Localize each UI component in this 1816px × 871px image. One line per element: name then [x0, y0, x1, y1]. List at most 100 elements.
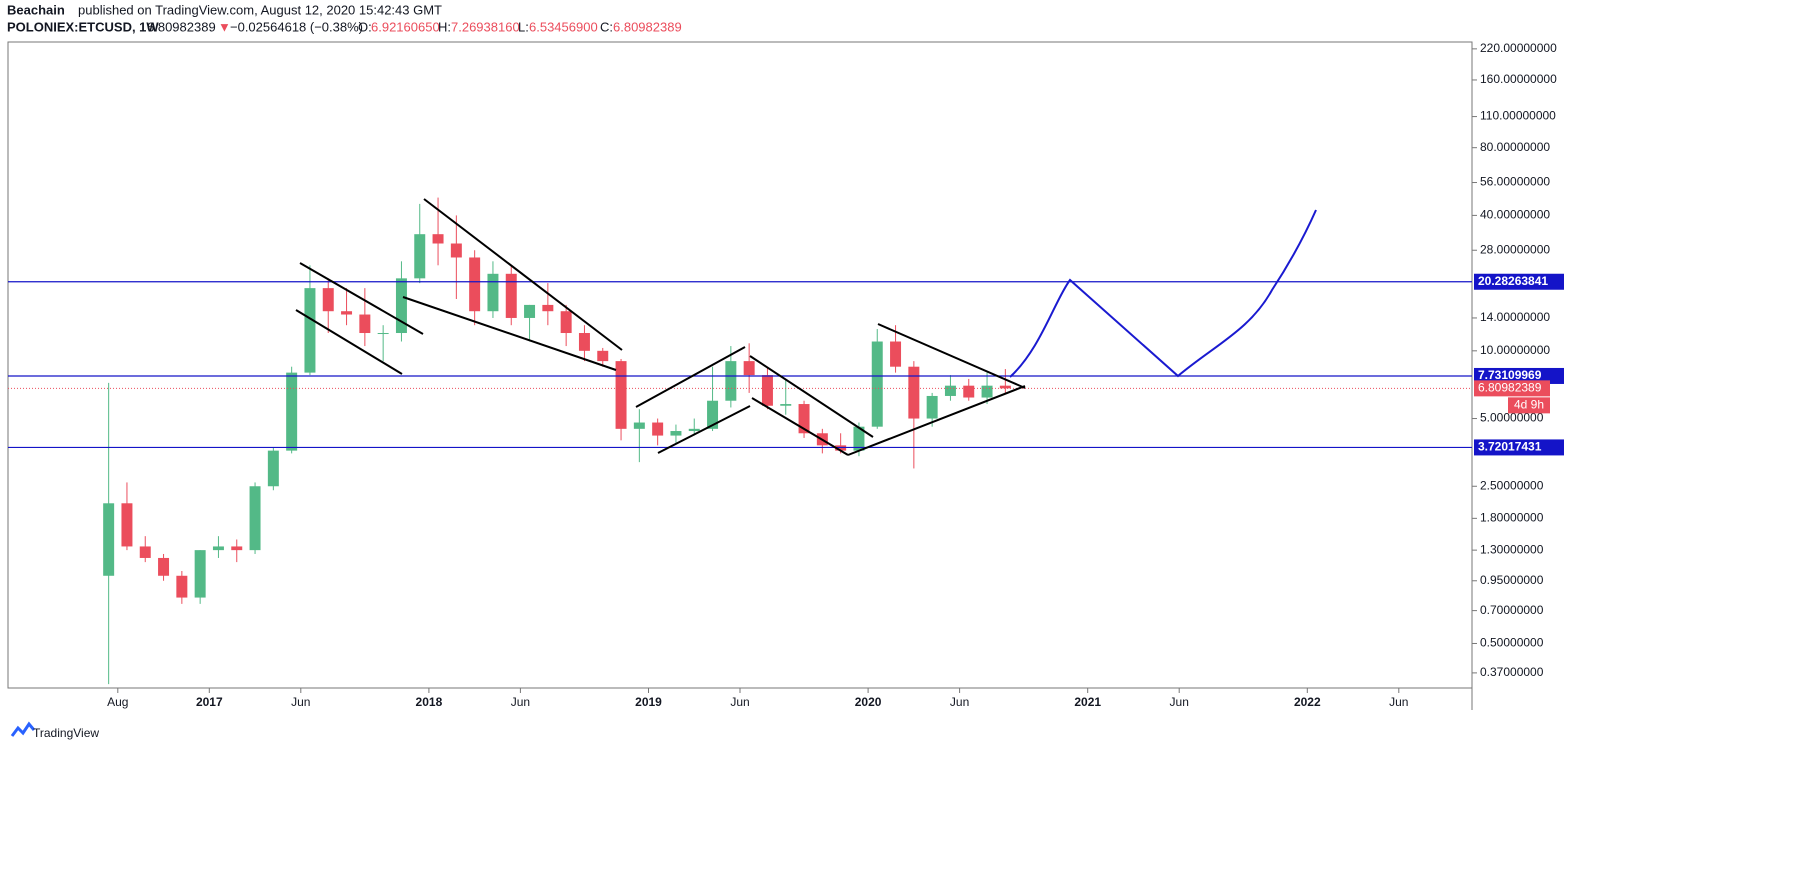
- candle-body: [212, 546, 224, 551]
- candle-body: [524, 304, 536, 318]
- candle-body: [890, 341, 902, 367]
- price-tag: [1474, 380, 1550, 397]
- trend-line: [299, 262, 424, 335]
- x-tick-label: 2018: [416, 695, 443, 709]
- candle-body: [249, 486, 261, 551]
- trend-line: [402, 296, 617, 371]
- low-label: L:: [518, 19, 529, 34]
- drawings: [295, 198, 1317, 456]
- candle-body: [231, 546, 243, 551]
- x-tick-label: 2017: [196, 695, 223, 709]
- y-tick-label: 2.50000000: [1480, 478, 1544, 492]
- y-tick-label: 0.70000000: [1480, 603, 1544, 617]
- level-tag: [1474, 367, 1564, 384]
- countdown-tag: [1508, 397, 1550, 414]
- candle-body: [981, 385, 993, 398]
- candle-body: [121, 503, 133, 547]
- trend-line: [877, 323, 1026, 389]
- candle-body: [963, 385, 975, 398]
- low: 6.53456900: [529, 19, 598, 34]
- x-tick-label: 2020: [855, 695, 882, 709]
- candle-body: [780, 404, 792, 406]
- x-tick-label: 2022: [1294, 695, 1321, 709]
- author: Beachain: [7, 2, 65, 17]
- y-tick-label: 110.00000000: [1480, 109, 1556, 123]
- candle-body: [286, 372, 298, 451]
- candle-body: [487, 273, 499, 312]
- x-tick-label: Aug: [107, 695, 128, 709]
- candle-body: [615, 361, 627, 429]
- candle-body: [158, 557, 170, 576]
- y-tick-label: 0.95000000: [1480, 573, 1544, 587]
- candle-body: [944, 385, 956, 396]
- x-tick-label: 2021: [1074, 695, 1101, 709]
- level-label: 7.73109969: [1478, 368, 1542, 382]
- y-tick-label: 80.00000000: [1480, 140, 1550, 154]
- trend-line: [423, 198, 623, 351]
- y-tick-label: 0.37000000: [1480, 665, 1544, 679]
- trend-line: [295, 309, 403, 375]
- candle-body: [194, 550, 206, 598]
- candle-body: [304, 288, 316, 373]
- change-arrow: ▼: [218, 19, 231, 34]
- candle-body: [761, 375, 773, 406]
- symbol: POLONIEX:ETCUSD, 1W: [7, 19, 159, 34]
- candle-body: [652, 422, 664, 436]
- candle-body: [432, 234, 444, 244]
- candle-body: [414, 234, 426, 279]
- candle-body: [725, 361, 737, 401]
- candle-body: [853, 426, 865, 451]
- candle-body: [908, 366, 920, 419]
- y-tick-label: 56.00000000: [1480, 175, 1550, 189]
- x-tick-label: Jun: [1170, 695, 1189, 709]
- logo-icon: [10, 721, 36, 737]
- candle-body: [377, 333, 389, 335]
- x-tick-label: Jun: [291, 695, 310, 709]
- candle-body: [103, 503, 115, 576]
- candle-body: [450, 243, 462, 258]
- close-label: C:: [600, 19, 613, 34]
- candle-body: [926, 395, 938, 419]
- level-label: 20.28263841: [1478, 274, 1548, 288]
- candle-body: [469, 257, 481, 312]
- candle-body: [670, 431, 682, 436]
- high: 7.26938160: [451, 19, 520, 34]
- candle-body: [359, 314, 371, 334]
- x-tick-label: Jun: [511, 695, 530, 709]
- x-tick-label: Jun: [1389, 695, 1408, 709]
- trend-line: [749, 355, 874, 438]
- close: 6.80982389: [613, 19, 682, 34]
- candle-body: [798, 404, 810, 434]
- candle-body: [999, 385, 1011, 389]
- current-price-label: 6.80982389: [1478, 381, 1542, 395]
- candle-body: [267, 450, 279, 487]
- candle-body: [322, 288, 334, 312]
- trend-line: [657, 405, 751, 454]
- candle-body: [542, 304, 554, 312]
- trend-line: [751, 397, 849, 456]
- level-label: 3.72017431: [1478, 440, 1542, 454]
- candle-body: [597, 350, 609, 362]
- x-tick-label: 2019: [635, 695, 662, 709]
- candle-body: [743, 361, 755, 376]
- candle-body: [633, 422, 645, 429]
- candle-body: [341, 311, 353, 315]
- projection: [1009, 209, 1317, 378]
- y-tick-label: 14.00000000: [1480, 310, 1550, 324]
- level-tag: [1474, 273, 1564, 290]
- candle-body: [688, 428, 700, 432]
- brand: TradingView: [33, 726, 99, 740]
- y-tick-label: 0.50000000: [1480, 636, 1544, 650]
- candle-body: [707, 400, 719, 429]
- published: published on TradingView.com, August 12,…: [78, 2, 442, 17]
- y-tick-label: 1.80000000: [1480, 511, 1544, 525]
- candle-body: [176, 575, 188, 598]
- open: 6.92160650: [371, 19, 440, 34]
- x-tick-label: Jun: [950, 695, 969, 709]
- plot-frame: [7, 41, 1473, 689]
- y-tick-label: 40.00000000: [1480, 208, 1550, 222]
- y-tick-label: 160.00000000: [1480, 72, 1557, 86]
- last-price: 6.80982389: [147, 19, 216, 34]
